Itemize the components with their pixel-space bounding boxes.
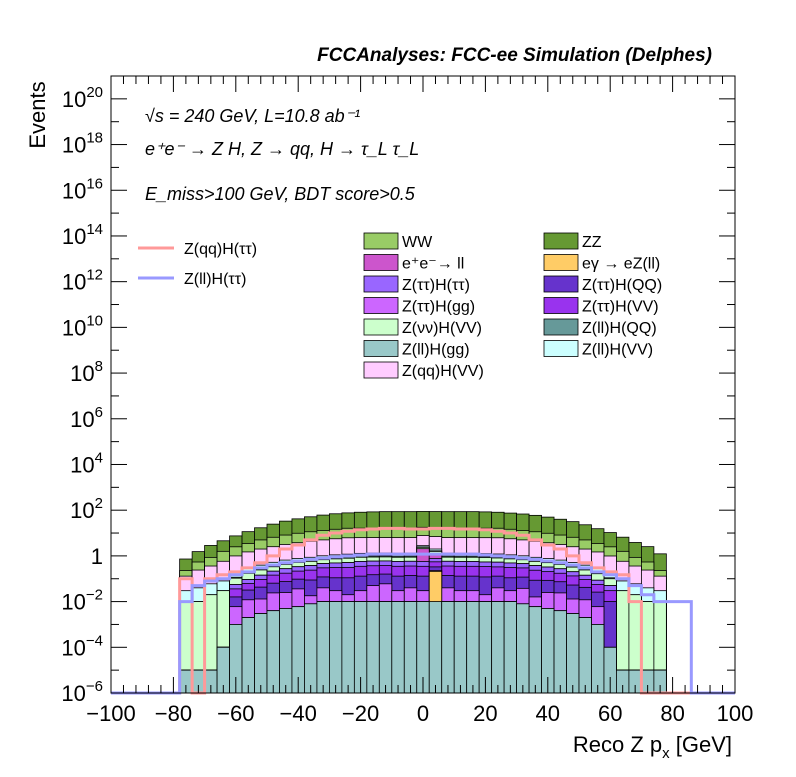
x-tick-label: −100: [86, 701, 136, 726]
bar: [254, 613, 268, 694]
legend-label: e⁺e⁻→ ll: [402, 256, 464, 273]
legend-label: Z(ττ)H(VV): [582, 299, 659, 316]
legend-label: Z(ll)H(VV): [582, 342, 653, 359]
y-tick-label: 10−2: [61, 587, 103, 615]
bar: [304, 603, 318, 694]
y-tick-label: 102: [70, 495, 103, 523]
bar: [378, 601, 393, 694]
bar: [578, 617, 592, 694]
bar: [491, 601, 505, 694]
legend: Z(qq)H(ττ) Z(ll)H(ττ) WW ZZ e⁺e⁻→ ll eγ → eZ(…: [138, 232, 662, 380]
legend-swatch: [363, 361, 399, 379]
y-tick-label: 1: [91, 544, 103, 569]
legend-swatch: [363, 318, 399, 336]
bar: [328, 601, 343, 694]
x-tick-label: 40: [536, 701, 560, 726]
bar: [241, 617, 255, 694]
bar: [341, 601, 355, 694]
annotation-process: e⁺e⁻ → Z H, Z → qq, H → τ_L τ_L: [145, 139, 419, 159]
bar: [428, 601, 443, 694]
legend-swatch: [543, 297, 579, 314]
legend-swatch: [543, 275, 579, 293]
legend-swatch: [543, 254, 579, 271]
bar: [266, 610, 280, 694]
y-tick-label: 104: [70, 449, 103, 477]
legend-label: Z(ττ)H(QQ): [582, 277, 662, 294]
bar: [316, 601, 330, 694]
bar: [453, 601, 468, 694]
legend-label: Z(qq)H(VV): [402, 363, 484, 380]
y-tick-label: 1016: [62, 175, 103, 203]
legend-line-label: Z(qq)H(ττ): [184, 241, 257, 258]
legend-swatch: [543, 232, 579, 250]
bar: [516, 603, 530, 694]
line-z-qq-h: [111, 526, 735, 695]
x-axis-label: Reco Z px [GeV]: [573, 732, 732, 762]
annotations: √s = 240 GeV, L=10.8 ab⁻¹ e⁺e⁻ → Z H, Z …: [145, 106, 419, 204]
bar: [553, 610, 567, 694]
legend-label: Z(ll)H(QQ): [582, 320, 657, 337]
x-tick-label: −60: [217, 701, 254, 726]
y-tick-label: 1012: [62, 267, 103, 295]
legend-swatch: [543, 340, 579, 357]
chart-title: FCCAnalyses: FCC-ee Simulation (Delphes): [317, 45, 712, 66]
bar: [528, 606, 542, 694]
y-tick-label: 10−6: [61, 678, 103, 706]
bar: [591, 624, 605, 694]
y-tick-label: 106: [70, 404, 103, 432]
legend-label: Z(νν)H(VV): [402, 320, 482, 337]
legend-swatch: [363, 340, 399, 357]
x-tick-label: 80: [660, 701, 684, 726]
legend-label: eγ → eZ(ll): [582, 256, 660, 273]
axes: −100 −80 −60 −40 −20 0 20 40 60 80 100 10−6 10−4 10−2…: [61, 75, 754, 726]
x-tick-label: 20: [473, 701, 497, 726]
y-tick-label: 1018: [62, 130, 103, 158]
legend-line-label: Z(ll)H(ττ): [184, 271, 246, 288]
line-z-ll-h: [111, 552, 735, 695]
x-tick-label: −20: [342, 701, 379, 726]
bar: [441, 601, 455, 694]
bar: [279, 608, 293, 694]
annotation-energy: √s = 240 GeV, L=10.8 ab⁻¹: [145, 106, 360, 126]
bar: [566, 613, 580, 694]
legend-label: Z(ττ)H(ττ): [402, 277, 470, 294]
bar: [366, 601, 380, 694]
bar: [503, 601, 517, 694]
bar: [466, 601, 480, 694]
legend-label: Z(ll)H(gg): [402, 342, 470, 359]
legend-swatch: [363, 254, 399, 271]
legend-swatch: [363, 297, 399, 314]
x-tick-label: 60: [598, 701, 622, 726]
bar: [391, 601, 405, 694]
legend-swatch: [543, 318, 579, 336]
legend-label: ZZ: [582, 234, 602, 251]
x-tick-label: −80: [155, 701, 192, 726]
series-z-ll-h-gg: [179, 601, 667, 694]
y-tick-label: 1010: [62, 312, 103, 340]
x-tick-label: 100: [717, 701, 754, 726]
y-axis-label: Events: [25, 81, 50, 148]
legend-label: Z(ττ)H(gg): [402, 299, 475, 316]
legend-swatch: [363, 232, 399, 250]
annotation-cuts: E_miss>100 GeV, BDT score>0.5: [145, 184, 416, 204]
x-tick-label: 0: [417, 701, 429, 726]
y-tick-label: 10−4: [61, 632, 103, 660]
y-tick-label: 1014: [62, 221, 103, 249]
bar: [403, 601, 418, 694]
legend-swatch: [363, 275, 399, 293]
y-tick-label: 108: [70, 358, 103, 386]
x-tick-label: −40: [280, 701, 317, 726]
y-tick-label: 1020: [62, 84, 103, 112]
legend-label: WW: [402, 234, 433, 251]
plot-area: [111, 511, 735, 695]
